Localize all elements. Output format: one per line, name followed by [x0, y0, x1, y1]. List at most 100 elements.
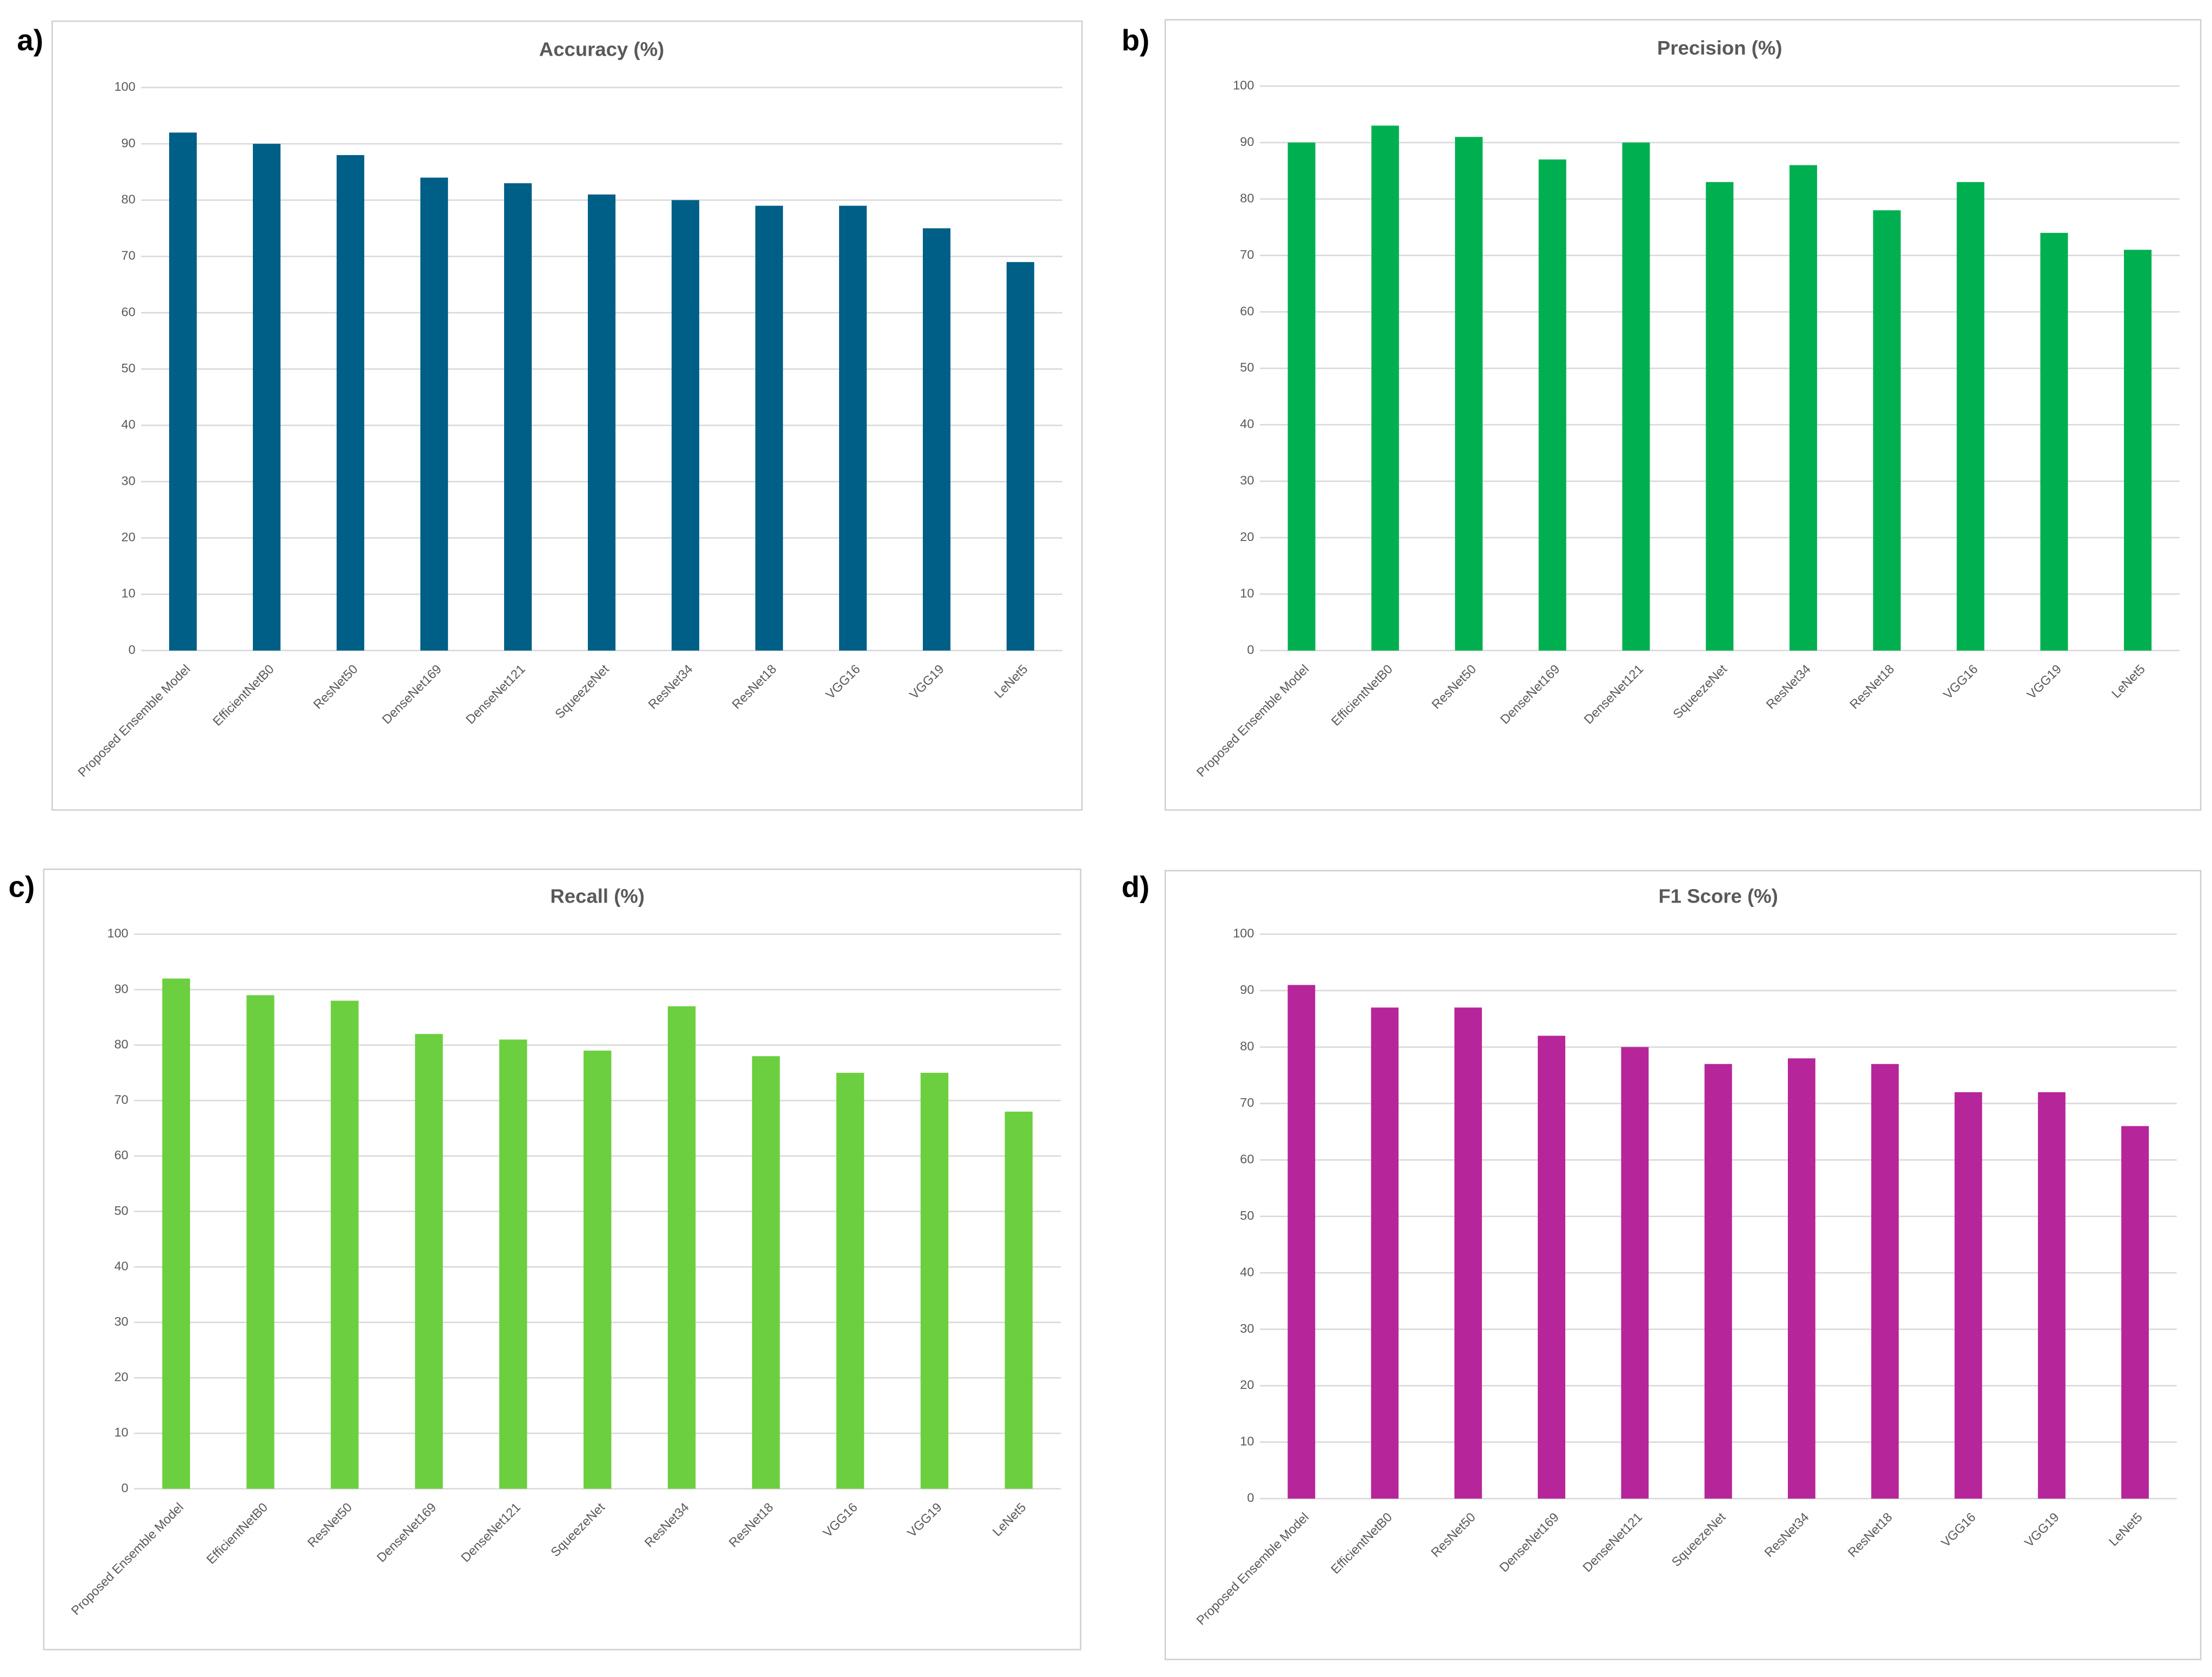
bar: [2040, 232, 2068, 651]
chart-frame: [1164, 19, 2202, 811]
chart-frame: [51, 20, 1083, 811]
bar: [1288, 142, 1316, 651]
y-tick-label: 30: [1240, 473, 1254, 487]
bar: [1288, 985, 1316, 1499]
bar: [1873, 210, 1901, 651]
bar: [1704, 1064, 1732, 1499]
y-tick-label: 70: [122, 249, 136, 263]
y-tick-label: 0: [122, 1481, 129, 1495]
bar: [337, 155, 365, 651]
bar: [672, 200, 700, 651]
y-tick-label: 40: [1240, 417, 1254, 431]
y-tick-label: 90: [114, 981, 128, 995]
bar: [667, 1006, 696, 1489]
y-tick-label: 90: [1240, 983, 1254, 997]
bar: [2124, 250, 2152, 651]
y-tick-label: 10: [1240, 1434, 1254, 1448]
bar: [839, 205, 867, 651]
bar: [1789, 165, 1818, 651]
y-tick-label: 30: [114, 1314, 128, 1328]
bar: [246, 995, 274, 1489]
bar: [1538, 1035, 1566, 1499]
y-tick-label: 10: [122, 586, 136, 600]
y-tick-label: 40: [114, 1259, 128, 1273]
y-tick-label: 60: [1240, 1152, 1254, 1166]
panel-label: d): [1122, 870, 1150, 903]
y-tick-label: 20: [1240, 530, 1254, 544]
y-tick-label: 90: [1240, 135, 1254, 149]
bar: [2121, 1126, 2149, 1499]
y-tick-label: 80: [1240, 191, 1254, 205]
bar: [755, 205, 783, 651]
bar: [922, 228, 951, 651]
y-tick-label: 50: [114, 1204, 128, 1218]
y-tick-label: 100: [114, 79, 135, 93]
y-tick-label: 20: [114, 1370, 128, 1384]
bar: [162, 978, 190, 1489]
y-tick-label: 20: [122, 530, 136, 544]
bar: [504, 183, 532, 651]
y-tick-label: 0: [1247, 1491, 1254, 1505]
bar: [2037, 1092, 2066, 1499]
chart-title: Precision (%): [1657, 37, 1782, 59]
bar: [415, 1034, 443, 1489]
panel-label: a): [17, 23, 43, 57]
y-tick-label: 70: [1240, 1095, 1254, 1110]
y-tick-label: 100: [1233, 926, 1254, 940]
y-tick-label: 100: [1233, 78, 1254, 92]
bar: [1371, 125, 1399, 651]
panel-label: c): [9, 870, 35, 903]
y-tick-label: 40: [122, 417, 136, 431]
bar: [1787, 1058, 1815, 1499]
bar: [169, 132, 197, 651]
bar: [1006, 262, 1035, 651]
y-tick-label: 60: [1240, 304, 1254, 318]
bar: [836, 1073, 864, 1489]
chart-title: F1 Score (%): [1658, 885, 1778, 907]
y-tick-label: 60: [114, 1148, 128, 1162]
y-tick-label: 0: [1247, 643, 1254, 657]
y-tick-label: 70: [1240, 248, 1254, 262]
chart-title: Recall (%): [550, 885, 645, 907]
bar: [1538, 159, 1566, 651]
bar: [1454, 1007, 1482, 1499]
bar: [1954, 1092, 1982, 1499]
bar: [1956, 182, 1985, 651]
bar: [752, 1056, 780, 1489]
bar: [1621, 1047, 1649, 1499]
y-tick-label: 30: [122, 473, 136, 487]
y-tick-label: 50: [122, 361, 136, 375]
bar: [1371, 1007, 1399, 1499]
bar: [1004, 1111, 1033, 1489]
chart-title: Accuracy (%): [539, 38, 665, 61]
chart-frame: [43, 868, 1082, 1651]
y-tick-label: 60: [122, 305, 136, 319]
y-tick-label: 100: [107, 926, 128, 940]
chart-frame: [1164, 870, 2202, 1660]
y-tick-label: 50: [1240, 1208, 1254, 1222]
y-tick-label: 80: [122, 192, 136, 206]
panel-label: b): [1122, 23, 1150, 57]
y-tick-label: 10: [114, 1425, 128, 1439]
y-tick-label: 10: [1240, 586, 1254, 600]
bar: [920, 1073, 949, 1489]
bar: [584, 1051, 612, 1489]
bar: [331, 1000, 359, 1489]
y-tick-label: 70: [114, 1093, 128, 1107]
y-tick-label: 40: [1240, 1265, 1254, 1279]
y-tick-label: 50: [1240, 360, 1254, 375]
bar: [588, 194, 616, 651]
bar: [1706, 182, 1734, 651]
bar: [1622, 142, 1650, 651]
y-tick-label: 20: [1240, 1378, 1254, 1392]
y-tick-label: 0: [129, 643, 136, 657]
bar: [1454, 137, 1483, 651]
y-tick-label: 30: [1240, 1321, 1254, 1335]
bar: [253, 144, 281, 651]
y-tick-label: 80: [114, 1037, 128, 1051]
y-tick-label: 90: [122, 136, 136, 150]
bar: [499, 1039, 527, 1489]
bar: [420, 177, 448, 651]
